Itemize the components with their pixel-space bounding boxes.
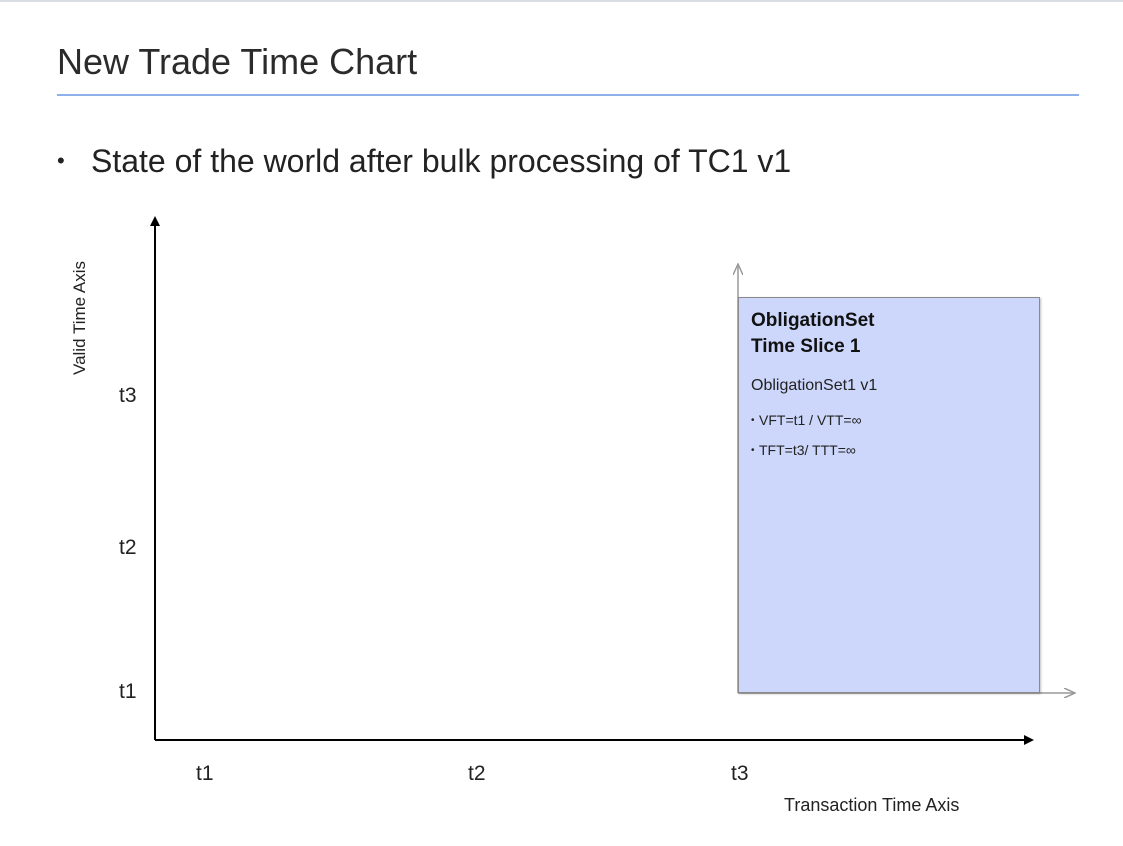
time-slice-property: • VFT=t1 / VTT=∞ — [751, 411, 862, 430]
slide-title: New Trade Time Chart — [57, 41, 418, 82]
x-tick-label: t1 — [196, 762, 214, 785]
x-tick-label: t3 — [731, 762, 749, 785]
y-axis-title: Valid Time Axis — [70, 260, 89, 376]
slide-top-edge — [0, 0, 1123, 2]
bullet-text: State of the world after bulk processing… — [91, 143, 792, 179]
x-axis-title: Transaction Time Axis — [784, 795, 960, 815]
time-slice-title: ObligationSet Time Slice 1 — [751, 308, 875, 360]
time-slice-subtitle: ObligationSet1 v1 — [751, 377, 878, 394]
bullet-dot-icon: • — [57, 148, 65, 173]
time-slice-title-line2: Time Slice 1 — [751, 336, 861, 357]
x-tick-label: t2 — [468, 762, 486, 785]
bullet-point: • State of the world after bulk processin… — [57, 141, 791, 181]
obligationset-time-slice-box: ObligationSet Time Slice 1 ObligationSet… — [738, 297, 1040, 693]
y-tick-label: t2 — [119, 536, 137, 559]
property-text: VFT=t1 / VTT=∞ — [759, 412, 862, 428]
time-slice-property: • TFT=t3/ TTT=∞ — [751, 441, 856, 460]
title-underline — [57, 94, 1079, 96]
property-bullet-icon: • — [751, 415, 755, 426]
y-tick-label: t3 — [119, 384, 137, 407]
time-slice-title-line1: ObligationSet — [751, 310, 875, 331]
property-text: TFT=t3/ TTT=∞ — [759, 442, 856, 458]
y-tick-label: t1 — [119, 680, 137, 703]
property-bullet-icon: • — [751, 445, 755, 456]
